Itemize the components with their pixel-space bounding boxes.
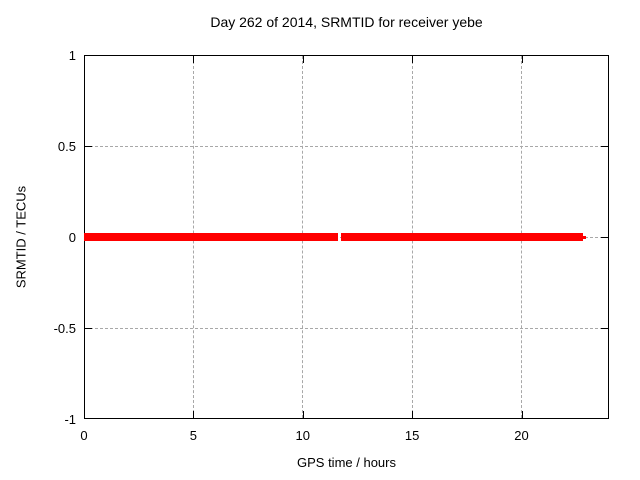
y-tick-label-0: 0 [68, 230, 76, 245]
gridline-y-0.5 [85, 145, 608, 147]
y-tick-right-0 [601, 237, 608, 238]
y-tick-left-0.5 [85, 146, 92, 147]
x-tick-label-15: 15 [404, 428, 420, 443]
chart-title: Day 262 of 2014, SRMTID for receiver yeb… [210, 14, 483, 30]
y-tick-label--1: -1 [64, 412, 76, 427]
x-tick-label-20: 20 [514, 428, 529, 443]
x-axis-label: GPS time / hours [297, 455, 396, 470]
x-tick-bottom-15 [412, 411, 414, 418]
y-tick-label-0.5: 0.5 [57, 139, 76, 154]
x-tick-bottom-10 [302, 411, 304, 418]
x-tick-label-5: 5 [189, 428, 197, 443]
y-axis-label: SRMTID / TECUs [13, 185, 29, 289]
x-tick-top-10 [302, 56, 304, 63]
y-tick-right--0.5 [601, 328, 608, 329]
x-tick-top-20 [521, 56, 523, 63]
x-tick-top-15 [412, 56, 414, 63]
x-tick-bottom-5 [193, 411, 195, 418]
y-tick-right-0.5 [601, 146, 608, 147]
x-tick-top-5 [193, 56, 195, 63]
x-tick-label-10: 10 [295, 428, 310, 443]
x-tick-label-0: 0 [80, 428, 88, 443]
series-SRMTID-segment-1 [341, 233, 583, 241]
y-tick-label-1: 1 [68, 48, 76, 63]
series-SRMTID-segment-2 [582, 235, 587, 239]
y-tick-label--0.5: -0.5 [53, 321, 76, 336]
series-SRMTID-segment-0 [84, 233, 339, 241]
gridline-y--0.5 [85, 327, 608, 329]
y-tick-left--0.5 [85, 328, 92, 329]
x-tick-bottom-20 [521, 411, 523, 418]
